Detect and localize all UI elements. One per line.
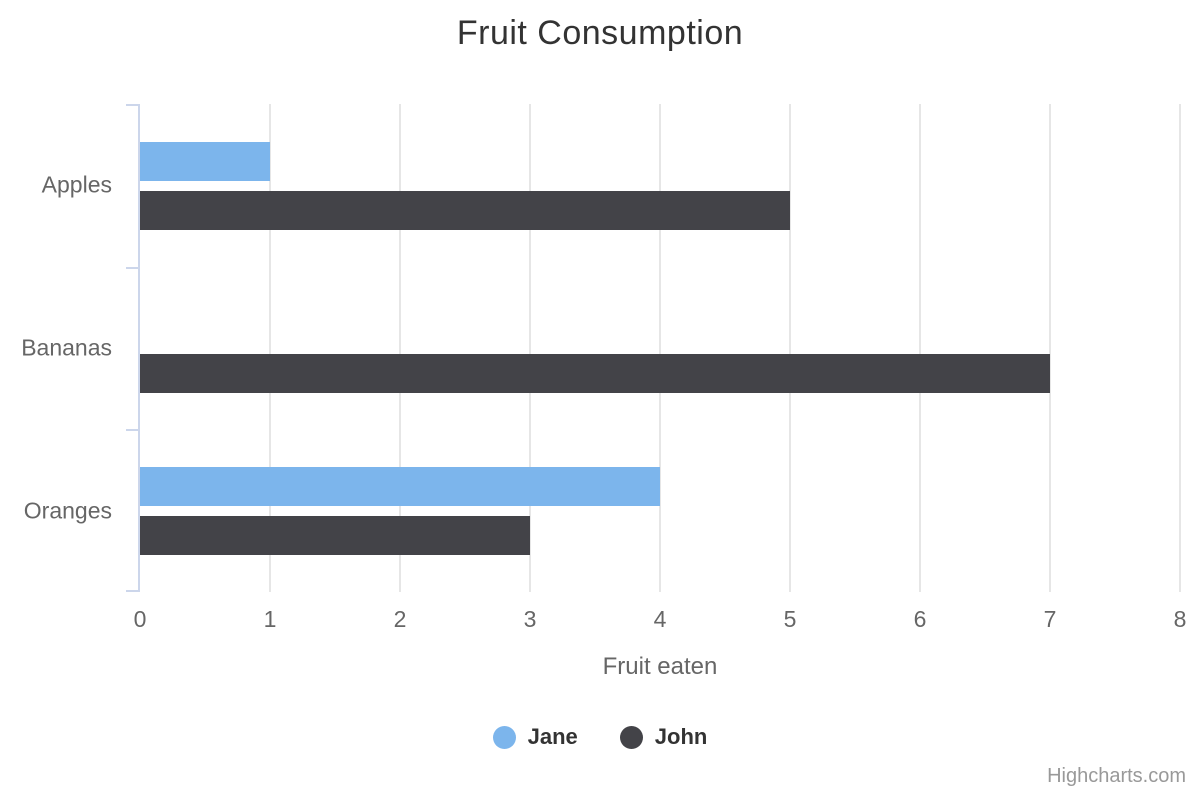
grid-line [399, 104, 401, 592]
value-axis-label: 6 [913, 606, 927, 632]
grid-line [789, 104, 791, 592]
value-axis-label: 5 [783, 606, 797, 632]
credits-link[interactable]: Highcharts.com [1047, 765, 1186, 787]
bar-john-apples[interactable] [140, 191, 790, 230]
category-axis-label: Apples [41, 171, 112, 198]
plot-area [126, 104, 1181, 592]
legend-marker-jane [492, 725, 516, 749]
value-axis-label: 1 [263, 606, 277, 632]
value-axis-label: 8 [1173, 606, 1187, 632]
grid-line [919, 104, 921, 592]
bar-john-bananas[interactable] [140, 354, 1050, 393]
value-axis-label: 3 [523, 606, 537, 632]
legend-marker-john [619, 725, 643, 749]
value-axis-label: 2 [393, 606, 407, 632]
legend-item-jane[interactable]: Jane [492, 724, 578, 750]
bar-jane-oranges[interactable] [140, 467, 660, 506]
legend-label: John [654, 724, 708, 749]
value-axis-title: Fruit eaten [602, 653, 718, 680]
category-tick [126, 267, 140, 269]
grid-line [1179, 104, 1181, 592]
grid-line [269, 104, 271, 592]
legend-item-john[interactable]: John [619, 724, 708, 750]
bar-john-oranges[interactable] [140, 516, 530, 555]
legend-label: Jane [527, 724, 578, 749]
bar-jane-apples[interactable] [140, 142, 270, 181]
category-axis-label: Oranges [23, 497, 112, 524]
grid-line [1049, 104, 1051, 592]
grid-line [659, 104, 661, 592]
value-axis-label: 0 [133, 606, 147, 632]
value-axis-label: 7 [1043, 606, 1057, 632]
category-tick [126, 590, 140, 592]
value-axis-label: 4 [653, 606, 667, 632]
chart-title: Fruit Consumption [456, 14, 744, 52]
category-tick [126, 104, 140, 106]
category-tick [126, 429, 140, 431]
legend: Jane John [0, 724, 1200, 750]
category-axis-line [138, 104, 140, 592]
grid-line [529, 104, 531, 592]
category-axis-label: Bananas [21, 334, 112, 361]
